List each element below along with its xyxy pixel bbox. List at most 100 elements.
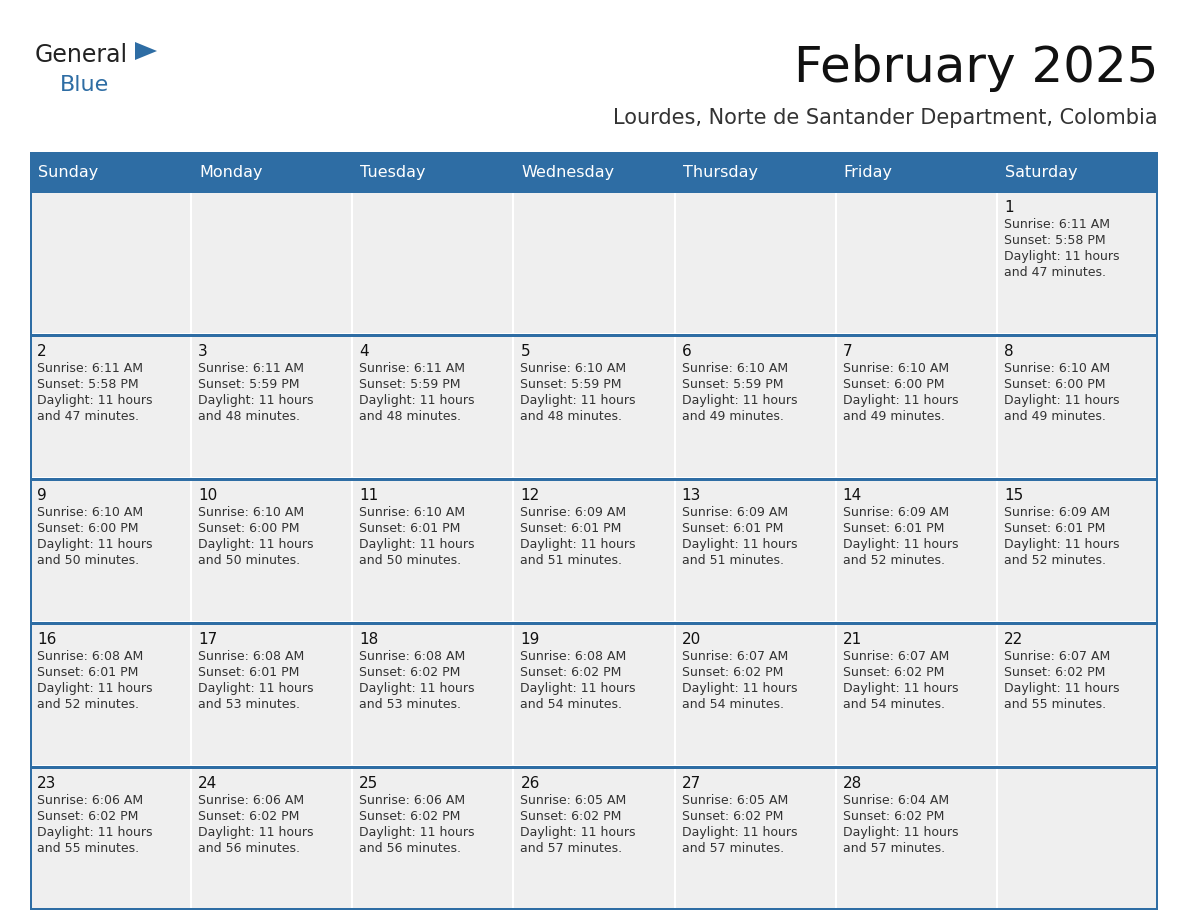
Text: 8: 8 [1004,344,1013,359]
Text: Sunset: 5:59 PM: Sunset: 5:59 PM [198,378,299,391]
Text: Sunset: 6:00 PM: Sunset: 6:00 PM [37,522,139,535]
Text: 17: 17 [198,632,217,647]
Text: Daylight: 11 hours: Daylight: 11 hours [198,826,314,839]
Text: Monday: Monday [200,165,263,180]
Text: Sunrise: 6:09 AM: Sunrise: 6:09 AM [1004,506,1110,519]
Text: Sunrise: 6:07 AM: Sunrise: 6:07 AM [1004,650,1110,663]
Bar [997,622,1158,766]
Bar [353,334,513,337]
Text: Sunrise: 6:10 AM: Sunrise: 6:10 AM [359,506,466,519]
Text: Sunset: 6:02 PM: Sunset: 6:02 PM [842,666,944,679]
Text: 26: 26 [520,776,539,791]
Bar [30,190,32,910]
Text: Daylight: 11 hours: Daylight: 11 hours [1004,682,1119,695]
Text: 24: 24 [198,776,217,791]
Text: Friday: Friday [843,165,892,180]
Text: Sunrise: 6:11 AM: Sunrise: 6:11 AM [37,362,143,375]
Text: Sunrise: 6:08 AM: Sunrise: 6:08 AM [520,650,627,663]
Text: Daylight: 11 hours: Daylight: 11 hours [1004,394,1119,407]
Text: 1: 1 [1004,200,1013,215]
Text: Thursday: Thursday [683,165,758,180]
Bar [513,622,675,624]
Bar [675,622,835,766]
Bar [513,766,675,768]
Bar [997,766,1158,910]
Bar [353,334,513,478]
Text: Sunrise: 6:09 AM: Sunrise: 6:09 AM [682,506,788,519]
Bar [835,334,997,337]
Text: Daylight: 11 hours: Daylight: 11 hours [198,538,314,551]
Text: Sunset: 6:02 PM: Sunset: 6:02 PM [1004,666,1105,679]
Bar [997,766,1158,768]
Text: Lourdes, Norte de Santander Department, Colombia: Lourdes, Norte de Santander Department, … [613,108,1158,128]
Text: Daylight: 11 hours: Daylight: 11 hours [359,394,475,407]
Text: Sunrise: 6:10 AM: Sunrise: 6:10 AM [1004,362,1110,375]
Text: Sunrise: 6:08 AM: Sunrise: 6:08 AM [37,650,144,663]
Text: Sunset: 6:00 PM: Sunset: 6:00 PM [198,522,299,535]
Text: and 55 minutes.: and 55 minutes. [1004,698,1106,711]
Text: Sunset: 6:02 PM: Sunset: 6:02 PM [359,810,461,823]
Text: Sunset: 6:02 PM: Sunset: 6:02 PM [682,666,783,679]
Text: 4: 4 [359,344,369,359]
Bar [675,190,835,334]
Bar [30,766,191,910]
Text: and 49 minutes.: and 49 minutes. [1004,410,1106,423]
Bar [191,478,353,622]
Text: Sunset: 6:02 PM: Sunset: 6:02 PM [198,810,299,823]
Text: 12: 12 [520,488,539,503]
Text: and 52 minutes.: and 52 minutes. [842,554,944,567]
Bar [513,478,675,480]
Text: Sunrise: 6:10 AM: Sunrise: 6:10 AM [842,362,949,375]
Text: and 50 minutes.: and 50 minutes. [198,554,301,567]
Text: 20: 20 [682,632,701,647]
Text: and 56 minutes.: and 56 minutes. [359,842,461,855]
Bar [191,334,353,337]
Text: Daylight: 11 hours: Daylight: 11 hours [682,394,797,407]
Bar [997,334,1158,337]
Bar [30,478,191,622]
Bar [997,190,1158,334]
Text: Wednesday: Wednesday [522,165,614,180]
Text: and 49 minutes.: and 49 minutes. [842,410,944,423]
Text: Daylight: 11 hours: Daylight: 11 hours [198,394,314,407]
Text: Daylight: 11 hours: Daylight: 11 hours [842,682,959,695]
Text: 6: 6 [682,344,691,359]
Text: Sunset: 6:00 PM: Sunset: 6:00 PM [842,378,944,391]
Text: and 53 minutes.: and 53 minutes. [198,698,301,711]
Bar [1156,190,1158,910]
Text: 23: 23 [37,776,56,791]
Text: Sunset: 6:02 PM: Sunset: 6:02 PM [520,810,621,823]
Bar [675,334,835,337]
Text: and 47 minutes.: and 47 minutes. [37,410,139,423]
Text: Sunday: Sunday [38,165,99,180]
Text: Daylight: 11 hours: Daylight: 11 hours [1004,538,1119,551]
Bar [30,766,191,768]
Text: Sunrise: 6:05 AM: Sunrise: 6:05 AM [682,794,788,807]
Text: Daylight: 11 hours: Daylight: 11 hours [359,682,475,695]
Text: and 50 minutes.: and 50 minutes. [359,554,461,567]
Text: and 51 minutes.: and 51 minutes. [682,554,784,567]
Text: Daylight: 11 hours: Daylight: 11 hours [842,826,959,839]
Text: 13: 13 [682,488,701,503]
Bar [30,478,191,480]
Text: Daylight: 11 hours: Daylight: 11 hours [520,826,636,839]
Text: Sunset: 5:59 PM: Sunset: 5:59 PM [682,378,783,391]
Bar [191,190,353,334]
Text: Sunrise: 6:06 AM: Sunrise: 6:06 AM [37,794,143,807]
Text: Sunrise: 6:11 AM: Sunrise: 6:11 AM [1004,218,1110,231]
Text: Sunset: 6:02 PM: Sunset: 6:02 PM [37,810,138,823]
Bar [353,478,513,622]
Bar [675,766,835,768]
Bar [835,766,997,768]
Text: Daylight: 11 hours: Daylight: 11 hours [520,394,636,407]
Text: Daylight: 11 hours: Daylight: 11 hours [359,538,475,551]
Bar [30,908,1158,910]
Bar [997,478,1158,480]
Bar [30,155,1158,190]
Bar [675,478,835,622]
Bar [997,622,1158,624]
Text: 11: 11 [359,488,379,503]
Text: Sunrise: 6:08 AM: Sunrise: 6:08 AM [359,650,466,663]
Text: Sunset: 6:01 PM: Sunset: 6:01 PM [37,666,138,679]
Bar [353,478,513,480]
